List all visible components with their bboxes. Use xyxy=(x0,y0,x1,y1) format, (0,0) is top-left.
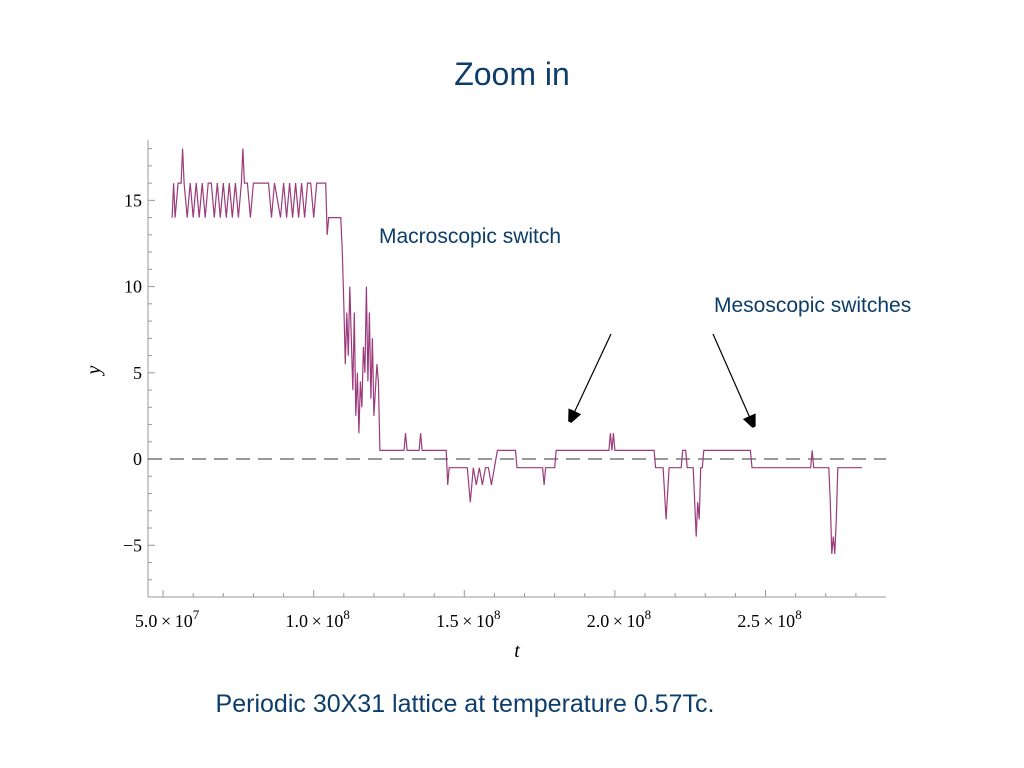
y-tick-label: −5 xyxy=(123,535,142,555)
y-tick-label: 10 xyxy=(124,277,142,297)
annotation-mesoscopic-switches: Mesoscopic switches xyxy=(714,294,911,317)
x-tick-label: 1.0 × 108 xyxy=(285,607,349,631)
annotation-macroscopic-switch: Macroscopic switch xyxy=(379,225,561,248)
x-tick-label: 2.0 × 108 xyxy=(587,607,651,631)
series-line-0 xyxy=(171,148,862,554)
data-marks xyxy=(148,148,886,554)
arrow-mesoscopic-2 xyxy=(712,333,750,418)
x-tick-label: 1.5 × 108 xyxy=(436,607,500,631)
x-axis-title: t xyxy=(514,640,520,662)
x-tick-label: 2.5 × 108 xyxy=(737,607,801,631)
plot-frame xyxy=(147,140,886,598)
slide-title: Zoom in xyxy=(454,56,570,92)
arrow-mesoscopic-1 xyxy=(574,333,612,413)
y-tick-label: 15 xyxy=(124,190,142,210)
y-axis-title: y xyxy=(83,365,105,376)
y-tick-labels: 15 10 5 0 −5 xyxy=(123,190,142,555)
x-tick-label: 5.0 × 107 xyxy=(135,607,200,631)
slide-caption: Periodic 30X31 lattice at temperature 0.… xyxy=(215,690,715,718)
x-tick-labels: 5.0 × 107 1.0 × 108 1.5 × 108 2.0 × 108 2.5 … xyxy=(135,607,802,631)
y-tick-label: 5 xyxy=(133,363,142,383)
y-tick-label: 0 xyxy=(133,449,142,469)
tick-marks xyxy=(148,148,857,597)
